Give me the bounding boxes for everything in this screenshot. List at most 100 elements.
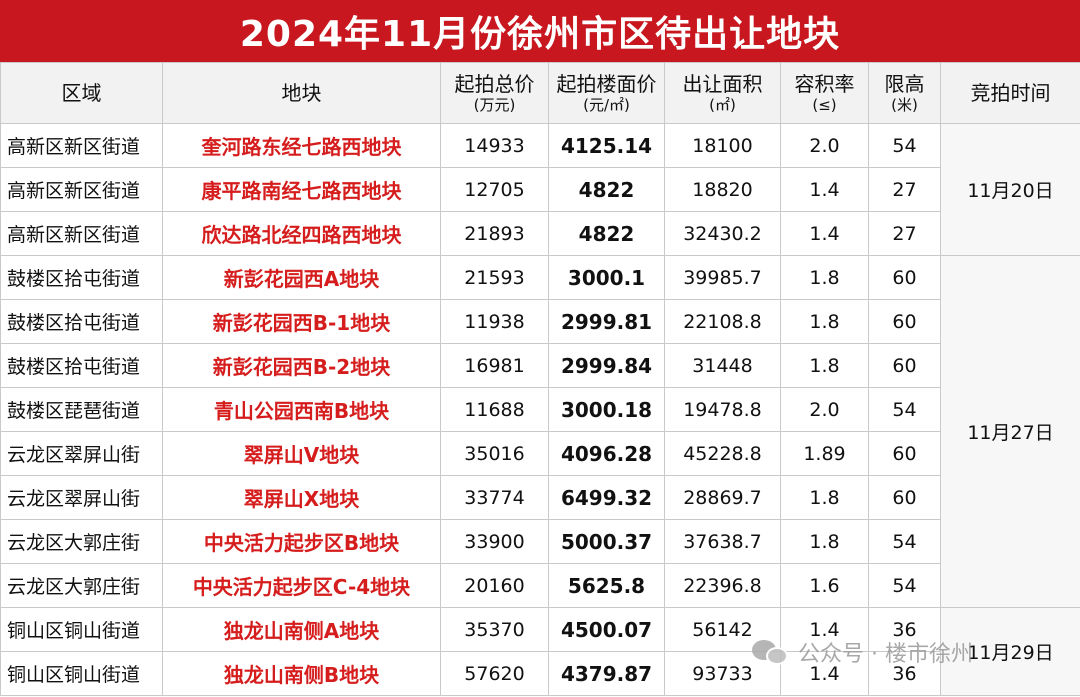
plot-cell: 翠屏山V地块 — [162, 431, 441, 476]
plot-cell: 独龙山南侧A地块 — [162, 607, 441, 652]
plot-cell: 中央活力起步区B地块 — [162, 519, 441, 564]
height-cell: 54 — [868, 519, 941, 564]
table-row: 云龙区大郭庄街 中央活力起步区B地块 33900 5000.37 37638.7… — [0, 519, 1080, 564]
wechat-icon — [752, 638, 790, 666]
far-cell: 1.4 — [780, 651, 869, 696]
watermark: 公众号 · 楼市徐州 — [752, 636, 973, 668]
plot-cell: 康平路南经七路西地块 — [162, 167, 441, 212]
district-cell: 高新区新区街道 — [0, 123, 163, 168]
height-cell: 27 — [868, 167, 941, 212]
plot-cell: 奎河路东经七路西地块 — [162, 123, 441, 168]
table-row: 铜山区铜山街道 独龙山南侧B地块 57620 4379.87 93733 1.4… — [0, 651, 1080, 696]
header-floor-price-label: 起拍楼面价 — [556, 72, 657, 96]
table-row: 高新区新区街道 奎河路东经七路西地块 14933 4125.14 18100 2… — [0, 123, 1080, 256]
header-far: 容积率 (≤) — [780, 62, 869, 124]
plot-cell: 青山公园西南B地块 — [162, 387, 441, 432]
area-cell: 22396.8 — [664, 563, 781, 608]
table-row: 铜山区铜山街道 独龙山南侧A地块 35370 4500.07 56142 1.4… — [0, 607, 1080, 696]
area-cell: 19478.8 — [664, 387, 781, 432]
height-cell: 27 — [868, 211, 941, 256]
total-price-cell: 33774 — [440, 475, 549, 520]
height-cell: 60 — [868, 475, 941, 520]
height-cell: 36 — [868, 607, 941, 652]
floor-price-cell: 4822 — [548, 211, 665, 256]
far-cell: 1.8 — [780, 519, 869, 564]
plot-cell: 中央活力起步区C-4地块 — [162, 563, 441, 608]
table-row: 鼓楼区琵琶街道 青山公园西南B地块 11688 3000.18 19478.8 … — [0, 387, 1080, 432]
floor-price-cell: 4379.87 — [548, 651, 665, 696]
plot-cell: 新彭花园西B-1地块 — [162, 299, 441, 344]
page-title: 2024年11月份徐州市区待出让地块 — [239, 14, 841, 55]
header-far-unit: (≤) — [812, 96, 837, 114]
plot-cell: 独龙山南侧B地块 — [162, 651, 441, 696]
auction-date-cell: 11月20日 — [940, 123, 1080, 256]
table-row: 云龙区翠屏山街 翠屏山X地块 33774 6499.32 28869.7 1.8… — [0, 475, 1080, 520]
area-cell: 28869.7 — [664, 475, 781, 520]
district-cell: 云龙区翠屏山街 — [0, 431, 163, 476]
far-cell: 1.8 — [780, 343, 869, 388]
total-price-cell: 35016 — [440, 431, 549, 476]
far-cell: 1.4 — [780, 211, 869, 256]
total-price-cell: 11688 — [440, 387, 549, 432]
table-row: 高新区新区街道 欣达路北经四路西地块 21893 4822 32430.2 1.… — [0, 211, 1080, 256]
header-auction-time: 竞拍时间 — [940, 62, 1080, 124]
total-price-cell: 57620 — [440, 651, 549, 696]
height-cell: 60 — [868, 299, 941, 344]
area-cell: 22108.8 — [664, 299, 781, 344]
header-area-unit: (㎡) — [709, 96, 736, 114]
total-price-cell: 21593 — [440, 255, 549, 300]
land-table: 区域 地块 起拍总价 (万元) 起拍楼面价 (元/㎡) 出让面积 (㎡) 容积率… — [0, 62, 1080, 696]
far-cell: 1.8 — [780, 255, 869, 300]
plot-cell: 新彭花园西B-2地块 — [162, 343, 441, 388]
area-cell: 45228.8 — [664, 431, 781, 476]
district-cell: 云龙区翠屏山街 — [0, 475, 163, 520]
floor-price-cell: 5000.37 — [548, 519, 665, 564]
area-cell: 31448 — [664, 343, 781, 388]
area-cell: 32430.2 — [664, 211, 781, 256]
floor-price-cell: 2999.81 — [548, 299, 665, 344]
title-bar: 2024年11月份徐州市区待出让地块 — [0, 0, 1080, 62]
header-floor-price-unit: (元/㎡) — [583, 96, 630, 114]
total-price-cell: 11938 — [440, 299, 549, 344]
header-height: 限高 (米) — [868, 62, 941, 124]
auction-date-cell: 11月27日 — [940, 255, 1080, 608]
table-row: 云龙区大郭庄街 中央活力起步区C-4地块 20160 5625.8 22396.… — [0, 563, 1080, 608]
district-cell: 云龙区大郭庄街 — [0, 563, 163, 608]
total-price-cell: 14933 — [440, 123, 549, 168]
district-cell: 鼓楼区琵琶街道 — [0, 387, 163, 432]
far-cell: 1.4 — [780, 167, 869, 212]
watermark-text: 公众号 · 楼市徐州 — [798, 642, 973, 667]
total-price-cell: 21893 — [440, 211, 549, 256]
header-total-price: 起拍总价 (万元) — [440, 62, 549, 124]
far-cell: 1.6 — [780, 563, 869, 608]
floor-price-cell: 4096.28 — [548, 431, 665, 476]
area-cell: 18820 — [664, 167, 781, 212]
header-far-label: 容积率 — [794, 72, 855, 96]
height-cell: 60 — [868, 343, 941, 388]
header-total-price-label: 起拍总价 — [454, 72, 535, 96]
far-cell: 1.89 — [780, 431, 869, 476]
height-cell: 36 — [868, 651, 941, 696]
table-row: 鼓楼区拾屯街道 新彭花园西B-2地块 16981 2999.84 31448 1… — [0, 343, 1080, 388]
height-cell: 60 — [868, 255, 941, 300]
area-cell: 18100 — [664, 123, 781, 168]
area-cell: 39985.7 — [664, 255, 781, 300]
total-price-cell: 35370 — [440, 607, 549, 652]
header-plot: 地块 — [162, 62, 441, 124]
table-row: 鼓楼区拾屯街道 新彭花园西A地块 21593 3000.1 39985.7 1.… — [0, 255, 1080, 608]
far-cell: 1.8 — [780, 475, 869, 520]
table-row: 高新区新区街道 康平路南经七路西地块 12705 4822 18820 1.4 … — [0, 167, 1080, 212]
district-cell: 高新区新区街道 — [0, 211, 163, 256]
header-floor-price: 起拍楼面价 (元/㎡) — [548, 62, 665, 124]
total-price-cell: 12705 — [440, 167, 549, 212]
floor-price-cell: 6499.32 — [548, 475, 665, 520]
height-cell: 60 — [868, 431, 941, 476]
header-district: 区域 — [0, 62, 163, 124]
total-price-cell: 16981 — [440, 343, 549, 388]
floor-price-cell: 5625.8 — [548, 563, 665, 608]
district-cell: 高新区新区街道 — [0, 167, 163, 212]
total-price-cell: 20160 — [440, 563, 549, 608]
far-cell: 2.0 — [780, 387, 869, 432]
district-cell: 鼓楼区拾屯街道 — [0, 255, 163, 300]
floor-price-cell: 3000.1 — [548, 255, 665, 300]
